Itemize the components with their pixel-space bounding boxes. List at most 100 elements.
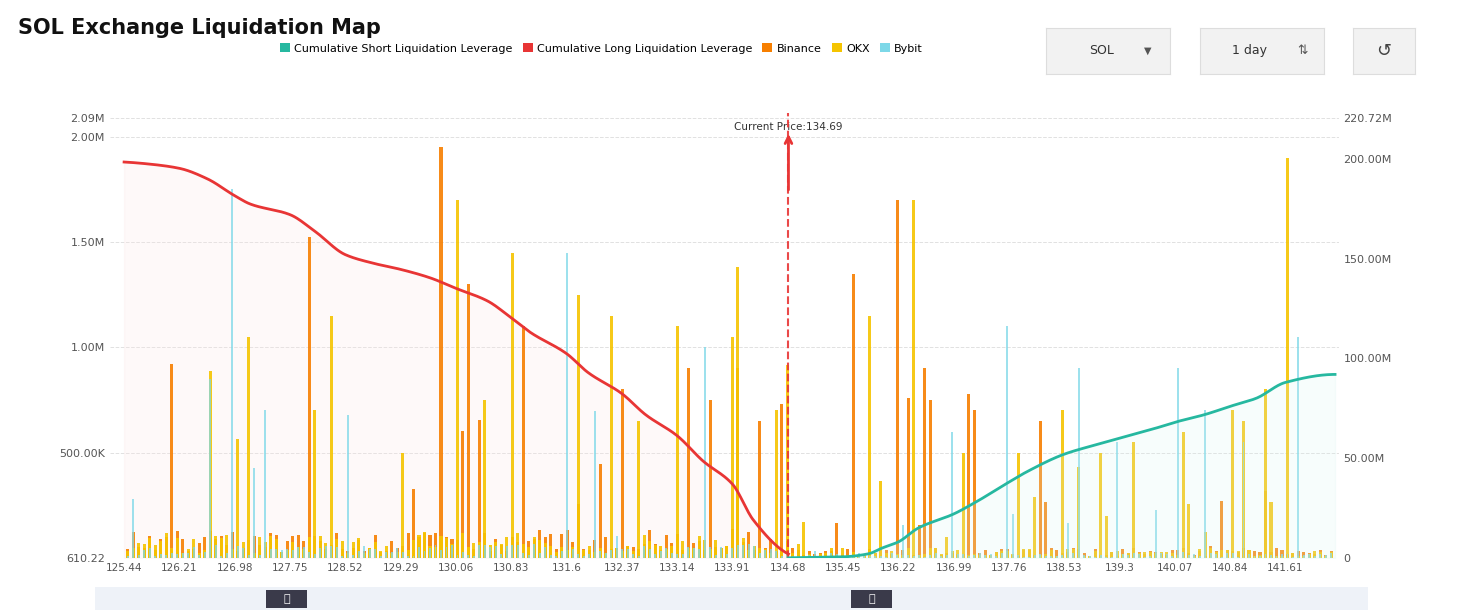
Bar xyxy=(192,539,195,558)
Bar xyxy=(851,273,854,558)
Bar xyxy=(1143,552,1146,558)
Bar xyxy=(951,432,954,558)
Bar xyxy=(979,555,982,558)
Bar xyxy=(901,549,904,558)
Bar xyxy=(648,541,651,558)
Bar xyxy=(813,556,816,558)
Bar xyxy=(704,540,707,558)
Bar xyxy=(901,555,904,558)
Bar xyxy=(758,549,761,558)
Bar xyxy=(1116,442,1118,558)
Bar xyxy=(550,546,553,558)
Bar xyxy=(714,547,717,558)
Bar xyxy=(1033,497,1036,558)
Bar xyxy=(676,554,679,558)
Bar xyxy=(726,546,729,558)
Bar xyxy=(423,533,426,558)
Bar xyxy=(1186,504,1189,558)
Bar xyxy=(1148,556,1151,558)
Bar xyxy=(660,550,663,558)
Bar xyxy=(775,551,778,558)
Bar xyxy=(170,547,173,558)
Bar xyxy=(241,542,244,558)
Bar xyxy=(923,554,926,558)
Bar xyxy=(269,533,272,558)
Bar xyxy=(473,556,475,558)
Bar xyxy=(989,555,992,558)
Bar xyxy=(1127,555,1129,558)
Bar xyxy=(726,546,729,558)
Bar xyxy=(214,536,217,558)
Bar xyxy=(353,555,354,558)
Bar xyxy=(467,547,470,558)
Bar xyxy=(742,544,745,558)
Bar xyxy=(1198,549,1201,558)
Bar xyxy=(297,535,300,558)
Bar xyxy=(132,549,135,558)
Bar xyxy=(736,267,739,558)
Bar xyxy=(379,552,382,558)
Bar xyxy=(588,550,591,558)
Bar xyxy=(847,557,849,558)
Bar xyxy=(149,548,151,558)
Bar xyxy=(203,550,206,558)
Bar xyxy=(219,538,222,558)
Bar xyxy=(1170,554,1173,558)
Bar xyxy=(538,530,541,558)
Bar xyxy=(192,549,195,558)
Bar xyxy=(214,539,217,558)
Bar xyxy=(715,555,717,558)
Text: SOL: SOL xyxy=(1090,44,1115,57)
Bar xyxy=(1027,549,1030,558)
Bar xyxy=(710,547,711,558)
Text: Current Price:134.69: Current Price:134.69 xyxy=(734,122,843,132)
Bar xyxy=(203,536,206,558)
Bar xyxy=(522,553,524,558)
Bar xyxy=(132,499,135,558)
Bar xyxy=(423,533,426,558)
Bar xyxy=(913,200,916,558)
Bar xyxy=(1017,555,1020,558)
Bar xyxy=(582,550,585,558)
Bar xyxy=(341,541,344,558)
Bar xyxy=(600,551,601,558)
Bar xyxy=(484,546,486,558)
Bar xyxy=(528,547,531,558)
Bar xyxy=(572,547,575,558)
Bar xyxy=(1238,557,1239,558)
Bar xyxy=(995,552,998,558)
Bar xyxy=(582,549,585,558)
Bar xyxy=(285,541,288,558)
Bar xyxy=(303,547,304,558)
Bar xyxy=(247,337,250,558)
Bar xyxy=(1071,548,1075,558)
Bar xyxy=(473,549,475,558)
Bar xyxy=(682,541,685,558)
Bar xyxy=(622,549,623,558)
Bar xyxy=(467,284,470,558)
Bar xyxy=(323,543,328,558)
Bar xyxy=(650,549,651,558)
Bar xyxy=(456,200,459,558)
Bar xyxy=(395,548,398,558)
Bar xyxy=(369,549,370,558)
Bar xyxy=(1005,551,1008,558)
Bar xyxy=(494,542,497,558)
Bar xyxy=(446,547,448,558)
Bar xyxy=(1001,549,1004,558)
Bar xyxy=(1286,158,1289,558)
Bar xyxy=(225,545,228,558)
Bar xyxy=(879,481,882,558)
Bar xyxy=(1208,546,1211,558)
Bar xyxy=(1100,555,1102,558)
Bar xyxy=(1067,522,1068,558)
Bar xyxy=(642,535,645,558)
Bar xyxy=(644,546,645,558)
Bar xyxy=(1236,551,1239,558)
Bar xyxy=(781,556,783,558)
Bar xyxy=(237,546,238,558)
Bar xyxy=(176,538,178,558)
Bar xyxy=(325,546,326,558)
Bar xyxy=(704,348,705,558)
Bar xyxy=(1160,552,1163,558)
